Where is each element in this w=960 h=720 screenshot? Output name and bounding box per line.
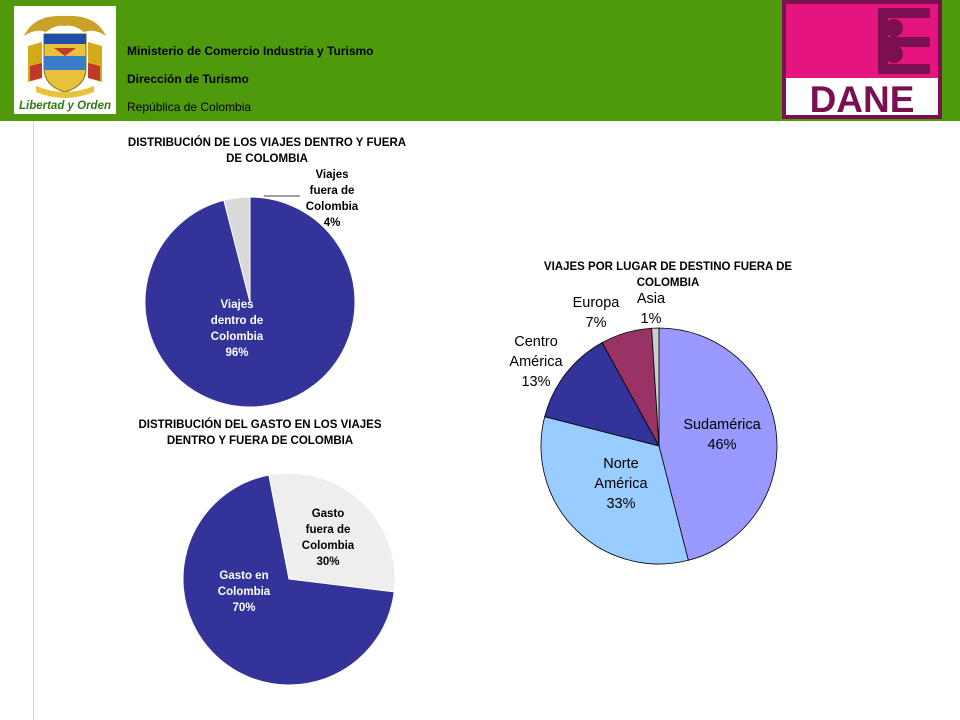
chart1-title: DISTRIBUCIÓN DE LOS VIAJES DENTRO Y FUER… — [127, 137, 407, 165]
pie2-label-4: Asia 1% — [637, 291, 666, 327]
pie-chart-trips: Viajes dentro de Colombia 96% Viajes fuera de… — [144, 169, 359, 408]
country-name: República de Colombia — [127, 100, 252, 114]
pie2-label-0: Sudamérica 46% — [683, 417, 761, 453]
pie1-slice-1 — [182, 474, 395, 686]
pie0-label-0: Viajes dentro de Colombia 96% — [211, 299, 264, 359]
dane-logo: DANE — [782, 0, 942, 120]
pie1-label-0: Gasto fuera de Colombia 30% — [302, 508, 355, 568]
pie2-slice-4 — [651, 327, 660, 447]
logo-motto: Libertad y Orden — [19, 100, 111, 112]
chart2-title: DISTRIBUCIÓN DEL GASTO EN LOS VIAJES DEN… — [138, 419, 382, 447]
pie2-slice-2 — [544, 342, 660, 447]
dane-wordmark: DANE — [810, 79, 915, 119]
pie-chart-spending: Gasto fuera de Colombia 30% Gasto en Colombia… — [182, 472, 396, 686]
header-band: Libertad y Orden Ministerio de Comercio … — [0, 0, 960, 121]
pie1-slice-0 — [268, 472, 396, 593]
pie2-slice-0 — [658, 327, 778, 561]
pie0-slice-1 — [223, 196, 251, 303]
pie1-label-1: Gasto en Colombia 70% — [218, 570, 271, 614]
department-name: Dirección de Turismo — [127, 72, 249, 86]
pie-chart-destinations: Sudamérica 46% Norte América 33% Centro Améric… — [509, 291, 778, 565]
chart3-title: VIAJES POR LUGAR DE DESTINO FUERA DE COL… — [543, 261, 793, 289]
left-divider — [33, 121, 34, 720]
pie2-label-2: Centro América 13% — [509, 334, 563, 390]
pie2-label-1: Norte América 33% — [594, 456, 648, 512]
ministry-name: Ministerio de Comercio Industria y Turis… — [127, 44, 374, 58]
pie0-label-1: Viajes fuera de Colombia 4% — [306, 169, 359, 229]
pie2-label-3: Europa 7% — [573, 295, 621, 331]
coat-of-arms-logo: Libertad y Orden — [14, 6, 116, 114]
pie2-slice-1 — [540, 416, 689, 565]
